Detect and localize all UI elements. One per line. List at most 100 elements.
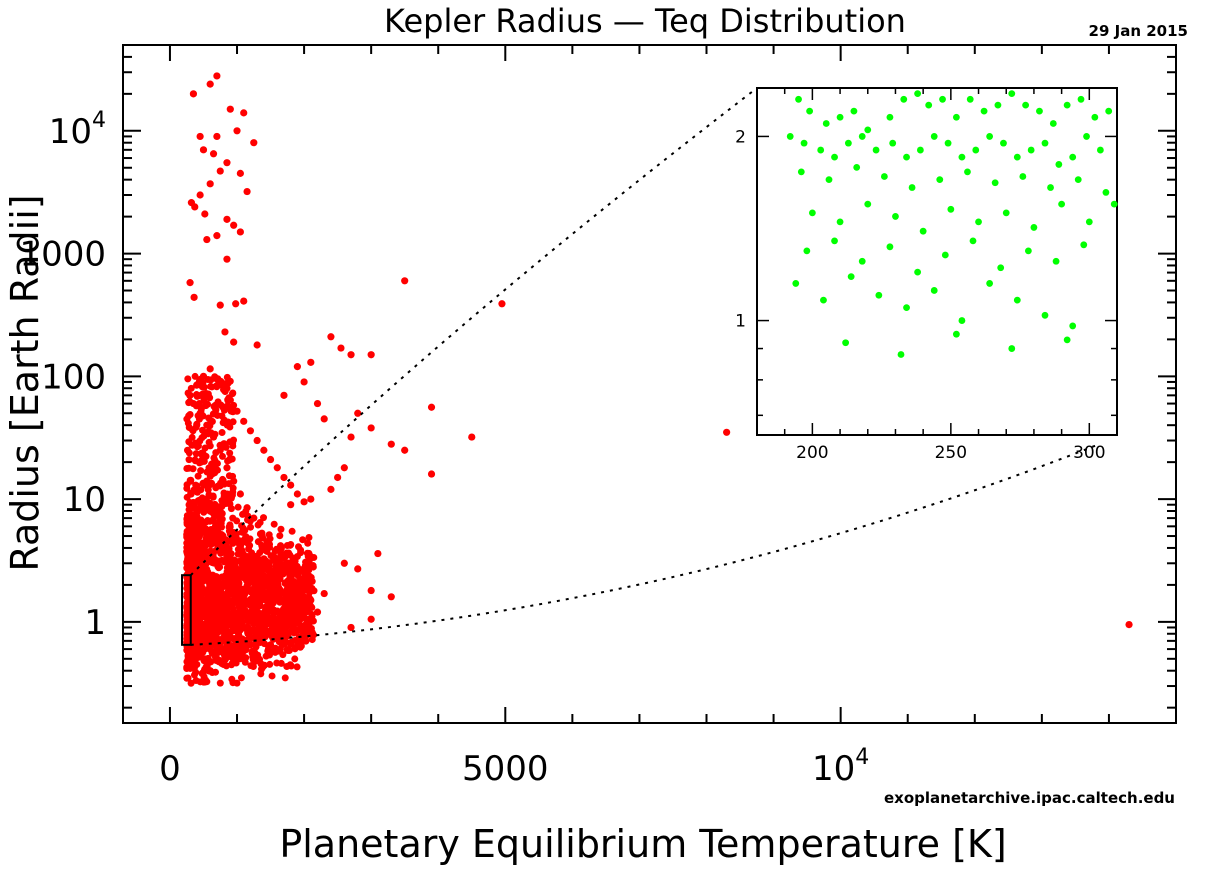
data-point (233, 614, 241, 622)
data-point (197, 467, 205, 475)
inset-data-point (1019, 173, 1027, 180)
inset-data-point (1041, 311, 1049, 319)
data-point (320, 589, 328, 598)
data-point (277, 542, 285, 550)
inset-data-point (803, 247, 811, 255)
inset-data-point (836, 113, 844, 121)
data-point (194, 412, 202, 420)
data-point (243, 187, 251, 196)
data-point (230, 401, 238, 409)
data-point (337, 344, 345, 352)
data-point (189, 511, 197, 519)
data-point (188, 441, 196, 449)
data-point (236, 490, 244, 498)
data-point (275, 619, 283, 627)
data-point (265, 579, 273, 587)
data-point (192, 668, 200, 676)
data-point (250, 139, 258, 147)
data-point (220, 480, 228, 488)
inset-data-point (858, 257, 866, 265)
inset-data-point (1105, 107, 1113, 115)
data-point (303, 617, 311, 625)
inset-data-point (836, 218, 844, 226)
inset-data-point (1063, 336, 1071, 344)
data-point (183, 633, 191, 641)
data-point (186, 664, 194, 672)
data-point (216, 167, 224, 175)
data-point (271, 547, 279, 555)
data-point (233, 679, 241, 687)
data-point (192, 553, 200, 561)
inset-data-point (842, 339, 850, 347)
data-point (243, 569, 251, 577)
data-point (206, 468, 214, 476)
data-point (301, 573, 309, 581)
data-point (427, 470, 436, 478)
data-point (223, 255, 231, 263)
data-point (217, 530, 225, 538)
inset-data-point (925, 101, 933, 109)
data-point (190, 501, 198, 509)
data-point (246, 542, 254, 550)
data-point (293, 363, 301, 371)
data-point (257, 618, 265, 626)
data-point (194, 486, 202, 494)
data-point (307, 495, 315, 503)
inset-x-tick-label: 300 (1073, 443, 1105, 463)
data-point (206, 365, 214, 373)
data-point (249, 594, 257, 602)
data-point (284, 559, 292, 567)
inset-data-point (986, 133, 994, 140)
data-point (272, 577, 280, 585)
zoom-connector-top (190, 87, 758, 576)
data-point (233, 127, 241, 135)
data-point (184, 674, 192, 682)
data-point (264, 628, 272, 636)
inset-x-tick-label: 250 (935, 443, 967, 463)
data-point (269, 621, 277, 629)
data-point (249, 662, 257, 670)
inset-data-point (864, 126, 872, 134)
data-point (186, 397, 194, 405)
data-point (367, 586, 375, 595)
data-point (242, 646, 250, 654)
data-point (258, 585, 266, 593)
inset-data-point (986, 280, 994, 287)
data-point (217, 581, 225, 589)
data-point (297, 642, 305, 650)
data-point (195, 547, 203, 555)
data-point (291, 557, 299, 565)
data-point (268, 607, 276, 615)
data-point (354, 565, 362, 573)
data-point (217, 522, 225, 530)
data-point (220, 650, 228, 658)
data-point (199, 646, 207, 654)
data-point (213, 132, 221, 141)
data-point (200, 504, 208, 512)
data-point (225, 472, 233, 480)
inset-data-point (795, 95, 802, 103)
data-point (248, 549, 256, 557)
data-point (243, 582, 251, 590)
data-point (208, 383, 216, 391)
data-point (249, 625, 257, 633)
inset-data-point (1002, 209, 1010, 217)
inset-data-point (972, 146, 980, 154)
data-point (340, 559, 348, 567)
data-point (374, 549, 382, 558)
data-point (203, 235, 211, 244)
inset-data-point (864, 200, 872, 208)
data-point (189, 465, 197, 473)
inset-data-point (1069, 322, 1077, 330)
inset-data-point (919, 227, 927, 235)
data-point (195, 578, 203, 586)
x-axis-label: Planetary Equilibrium Temperature [K] (279, 822, 1006, 866)
inset-data-point (1013, 153, 1021, 161)
data-point (234, 503, 242, 511)
data-point (196, 376, 204, 384)
data-point (241, 658, 249, 666)
inset-data-point (844, 139, 852, 147)
data-point (287, 501, 295, 509)
data-point (202, 518, 210, 526)
